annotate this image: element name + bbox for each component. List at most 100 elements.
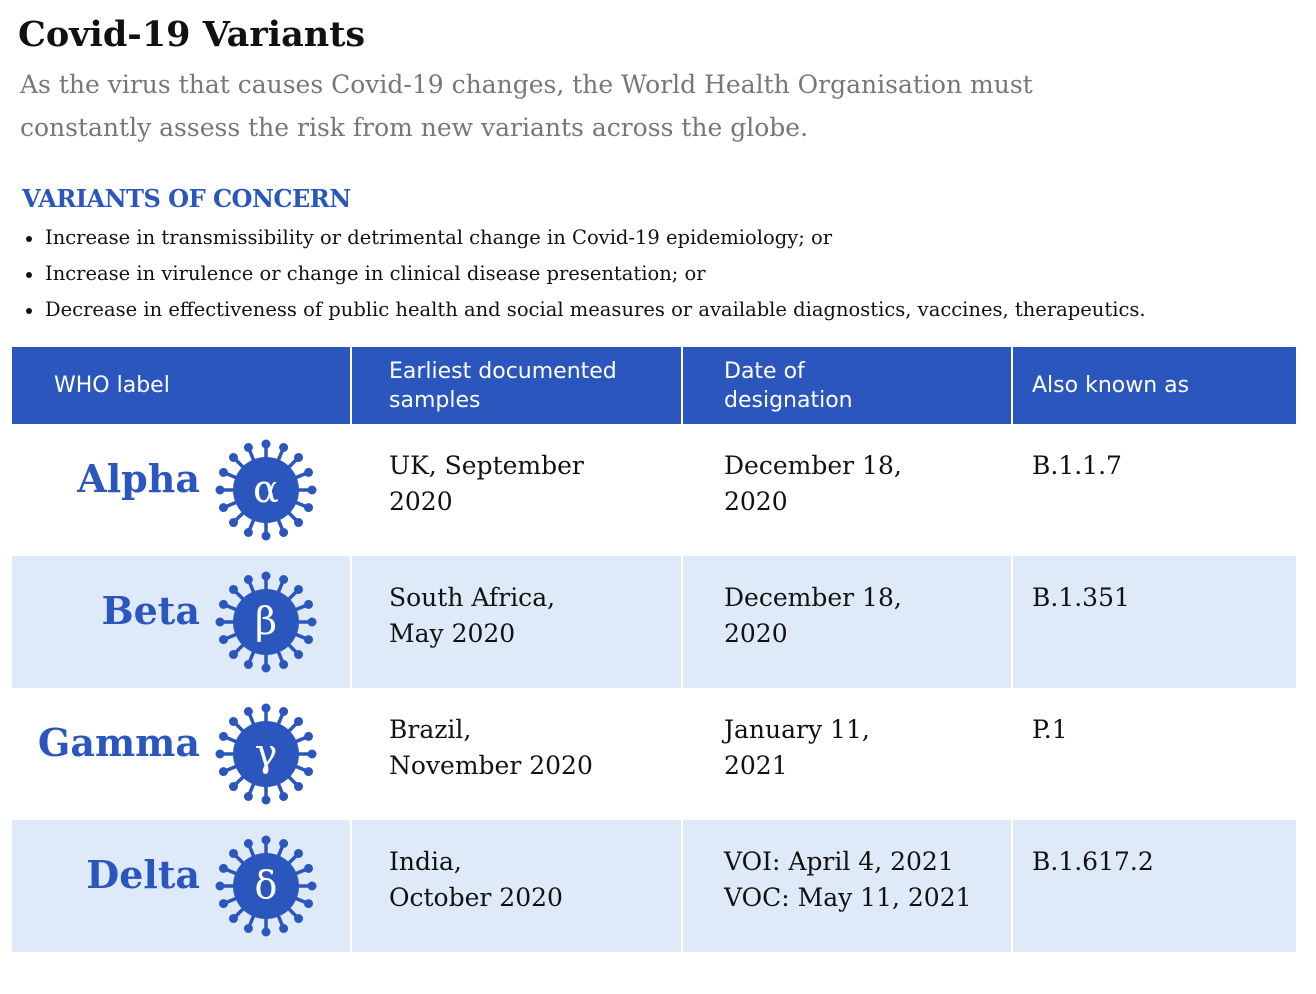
icon-part (243, 575, 253, 585)
section-heading: VARIANTS OF CONCERN (22, 184, 351, 213)
icon-part (303, 467, 313, 477)
icon-part (215, 485, 225, 495)
icon-part (228, 914, 238, 924)
table-cell: January 11, 2021 (724, 712, 870, 784)
col-sep (350, 820, 352, 952)
col-sep (681, 424, 683, 556)
table-cell: UK, September 2020 (389, 448, 584, 520)
header-line: WHO label (54, 373, 170, 398)
icon-part (233, 853, 299, 919)
icon-part (279, 527, 289, 537)
table-cell: B.1.351 (1032, 580, 1130, 616)
col-sep (350, 424, 352, 556)
icon-part (233, 721, 299, 787)
icon-part (294, 914, 304, 924)
col-sep (350, 347, 352, 424)
icon-part (279, 707, 289, 717)
bullet-text: Increase in virulence or change in clini… (45, 262, 706, 285)
table-row: Delta δ India, October 2020 VOI: April 4, 20… (12, 820, 1296, 952)
icon-part (228, 848, 238, 858)
icon-part (294, 848, 304, 858)
icon-part (303, 635, 313, 645)
cell-line: UK, September (389, 451, 584, 480)
icon-part (261, 531, 271, 541)
icon-part (261, 439, 271, 449)
icon-part (261, 835, 271, 845)
icon-part (228, 452, 238, 462)
bullet-text: Increase in transmissibility or detrimen… (45, 226, 833, 249)
table-cell: B.1.1.7 (1032, 448, 1122, 484)
icon-part (307, 881, 317, 891)
cell-line: South Africa, (389, 583, 556, 612)
icon-part (228, 518, 238, 528)
icon-part (307, 749, 317, 759)
greek-symbol: β (255, 599, 277, 643)
cell-line: B.1.617.2 (1032, 847, 1154, 876)
variant-label: Gamma (37, 720, 200, 765)
header-line: Also known as (1032, 373, 1190, 398)
icon-part (243, 923, 253, 933)
col-sep (681, 688, 683, 820)
icon-part (294, 650, 304, 660)
icon-part (219, 635, 229, 645)
cell-line: VOI: April 4, 2021 (724, 847, 954, 876)
icon-part (261, 795, 271, 805)
bullet-dot (26, 272, 32, 278)
col-sep (681, 556, 683, 688)
icon-part (261, 703, 271, 713)
icon-part (307, 617, 317, 627)
table-cell: P.1 (1032, 712, 1068, 748)
icon-part (279, 791, 289, 801)
icon-part (294, 452, 304, 462)
icon-part (261, 663, 271, 673)
icon-part (294, 716, 304, 726)
icon-part (233, 589, 299, 655)
table-cell: December 18, 2020 (724, 580, 902, 652)
icon-part (228, 584, 238, 594)
icon-part (215, 749, 225, 759)
cell-line: B.1.1.7 (1032, 451, 1122, 480)
column-header: Date of designation (682, 347, 1012, 424)
title: Covid-19 Variants (18, 14, 366, 55)
col-sep (1011, 688, 1013, 820)
icon-part (215, 881, 225, 891)
col-sep (350, 688, 352, 820)
table-cell: December 18, 2020 (724, 448, 902, 520)
subtitle: constantly assess the risk from new vari… (20, 113, 809, 142)
icon-part (243, 659, 253, 669)
bullet-dot (26, 308, 32, 314)
greek-symbol: δ (255, 863, 278, 907)
icon-part (294, 782, 304, 792)
table-row: Alpha α UK, September 2020 December 18, 2020 B… (12, 424, 1296, 556)
column-header: WHO label (12, 347, 351, 424)
icon-part (228, 782, 238, 792)
col-sep (1011, 556, 1013, 688)
cell-line: 2020 (389, 487, 453, 516)
subtitle: As the virus that causes Covid-19 change… (20, 70, 1033, 99)
col-sep (350, 556, 352, 688)
table-row: Gamma γ Brazil, November 2020 January 11, 202… (12, 688, 1296, 820)
header-line: samples (389, 387, 481, 413)
icon-part (261, 571, 271, 581)
cell-line: January 11, (724, 715, 870, 744)
col-sep (1011, 424, 1013, 556)
icon-part (303, 503, 313, 513)
cell-line: December 18, (724, 451, 902, 480)
table-cell: VOI: April 4, 2021 VOC: May 11, 2021 (724, 844, 972, 916)
col-sep (681, 347, 683, 424)
bullet-text: Decrease in effectiveness of public heal… (45, 298, 1146, 321)
icon-part (219, 899, 229, 909)
icon-part (303, 767, 313, 777)
header-line: Earliest documented (389, 358, 617, 384)
greek-symbol: γ (255, 731, 278, 775)
icon-part (279, 839, 289, 849)
virus-icon: δ (215, 835, 317, 937)
table-cell: India, October 2020 (389, 844, 563, 916)
icon-part (219, 767, 229, 777)
bullet-dot (26, 236, 32, 242)
column-header: Also known as (1012, 347, 1296, 424)
icon-part (219, 731, 229, 741)
cell-line: 2020 (724, 619, 788, 648)
cell-line: B.1.351 (1032, 583, 1130, 612)
